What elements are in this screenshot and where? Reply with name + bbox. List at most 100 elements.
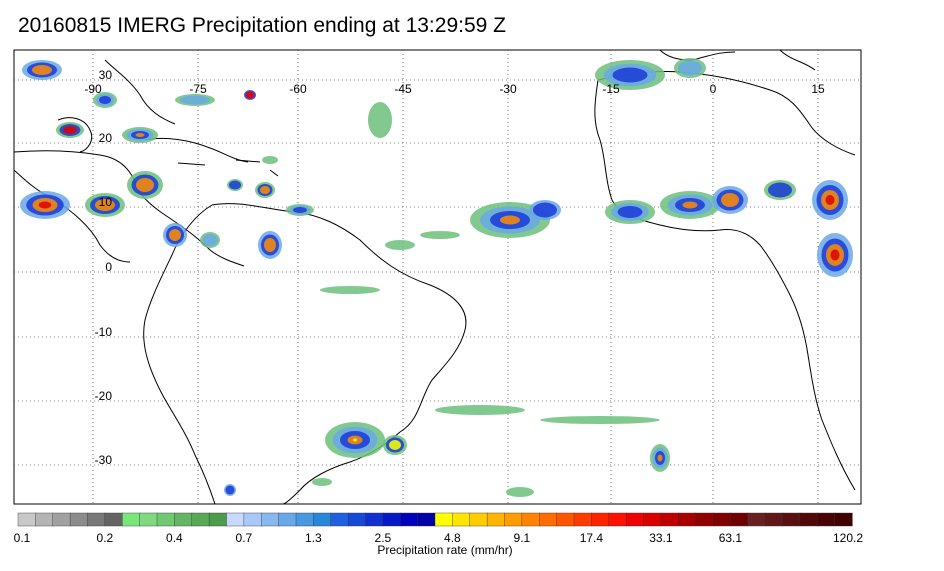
lon-label: -60: [289, 82, 307, 96]
precip-cell: [389, 440, 401, 450]
precip-cell: [95, 199, 115, 211]
precip-cell: [99, 96, 111, 104]
colorbar-tick-label: 0.4: [166, 531, 183, 545]
precip-cell: [135, 133, 145, 137]
colorbar-swatch: [678, 512, 697, 527]
precip-cell: [682, 201, 698, 209]
precip-cell: [245, 91, 255, 99]
colorbar-tick-label: 17.4: [579, 531, 604, 545]
precip-cell: [260, 186, 270, 194]
colorbar-swatch: [139, 512, 158, 527]
colorbar-swatch: [817, 512, 836, 527]
precip-cell: [385, 240, 415, 250]
precip-cell: [617, 206, 643, 218]
precip-cell: [320, 286, 380, 294]
colorbar-swatch: [608, 512, 627, 527]
colorbar-swatch: [35, 512, 54, 527]
lat-label: -10: [95, 325, 113, 339]
colorbar-swatch: [452, 512, 471, 527]
longitude-labels: -90 -75 -60 -45 -30 -15 0 15: [84, 82, 825, 96]
colorbar-swatch: [521, 512, 540, 527]
colorbar-swatch: [347, 512, 367, 527]
colorbar-swatch: [400, 512, 419, 527]
precip-cell: [38, 201, 52, 209]
precip-cell: [420, 231, 460, 239]
colorbar-swatch: [556, 512, 575, 527]
precip-cell: [312, 478, 332, 486]
colorbar-swatch: [104, 512, 123, 527]
lat-label: -30: [95, 453, 113, 467]
precip-cell: [180, 95, 210, 105]
lon-label: 15: [811, 82, 825, 96]
lon-label: -45: [394, 82, 412, 96]
precip-cell: [169, 229, 181, 241]
colorbar-swatch: [799, 512, 818, 527]
colorbar-swatch: [469, 512, 488, 527]
precip-cell: [721, 193, 739, 207]
colorbar-swatch: [365, 512, 384, 527]
lon-label: 0: [710, 82, 717, 96]
lon-label: -30: [499, 82, 517, 96]
colorbar-swatch: [174, 512, 193, 527]
colorbar-swatch: [382, 512, 401, 527]
precip-cell: [825, 195, 835, 205]
colorbar-swatch: [591, 512, 610, 527]
precip-cell: [500, 215, 520, 225]
colorbar-swatch: [434, 512, 453, 527]
colorbar-tick-label: 4.8: [444, 531, 461, 545]
precip-cell: [225, 485, 235, 495]
colorbar-swatch: [712, 512, 731, 527]
lon-label: -75: [189, 82, 207, 96]
lat-label: -20: [95, 389, 113, 403]
precipitation-cells: [20, 58, 853, 497]
map-title: 20160815 IMERG Precipitation ending at 1…: [18, 14, 506, 37]
precip-cell: [506, 487, 534, 497]
precip-cell: [435, 405, 525, 415]
colorbar-tick-label: 0.7: [235, 531, 253, 545]
precip-cell: [136, 178, 154, 192]
colorbar-tick-label: 2.5: [374, 531, 392, 545]
colorbar-swatch: [226, 512, 245, 527]
colorbar-swatch: [313, 512, 332, 527]
colorbar-swatch: [747, 512, 766, 527]
colorbar-swatch: [278, 512, 297, 527]
colorbar-swatch: [52, 512, 71, 527]
colorbar-swatch: [191, 512, 210, 527]
precip-cell: [264, 238, 276, 252]
latitude-labels: 30 20 10 0 -10 -20 -30: [95, 68, 113, 467]
colorbar-swatch: [486, 512, 506, 527]
colorbar-tick-label: 1.3: [305, 531, 322, 545]
colorbar-tick-label: 120.2: [832, 531, 864, 545]
colorbar-tick-label: 63.1: [718, 531, 743, 545]
colorbar-tick-label: 9.1: [513, 531, 531, 545]
precip-cell: [63, 126, 77, 134]
colorbar-swatch: [660, 512, 679, 527]
colorbar-swatch: [156, 512, 175, 527]
lat-label: 20: [99, 131, 113, 145]
precip-cell: [612, 67, 648, 83]
colorbar-swatch: [643, 512, 662, 527]
precip-cell: [768, 182, 792, 198]
colorbar-tick-label: 0.1: [13, 531, 31, 545]
colorbar-title: Precipitation rate (mm/hr): [377, 543, 513, 557]
precip-cell: [293, 207, 307, 213]
colorbar-swatch: [695, 512, 714, 527]
colorbar-swatch: [764, 512, 784, 527]
lat-label: 30: [99, 68, 113, 82]
colorbar-swatch: [17, 512, 36, 527]
colorbar-swatch: [730, 512, 749, 527]
precip-cell: [540, 416, 660, 424]
colorbar-swatch: [208, 512, 228, 527]
colorbar-swatch: [122, 512, 141, 527]
coastlines: [13, 49, 856, 505]
precip-cell: [533, 202, 557, 218]
colorbar-tick-label: 33.1: [649, 531, 673, 545]
colorbar-tick-label: 0.2: [96, 531, 114, 545]
precip-cell: [368, 102, 392, 138]
precip-cell: [830, 249, 840, 261]
colorbar-swatch: [504, 512, 523, 527]
precip-cell: [202, 234, 218, 246]
colorbar-swatch: [834, 512, 853, 527]
colorbar-swatch: [625, 512, 645, 527]
